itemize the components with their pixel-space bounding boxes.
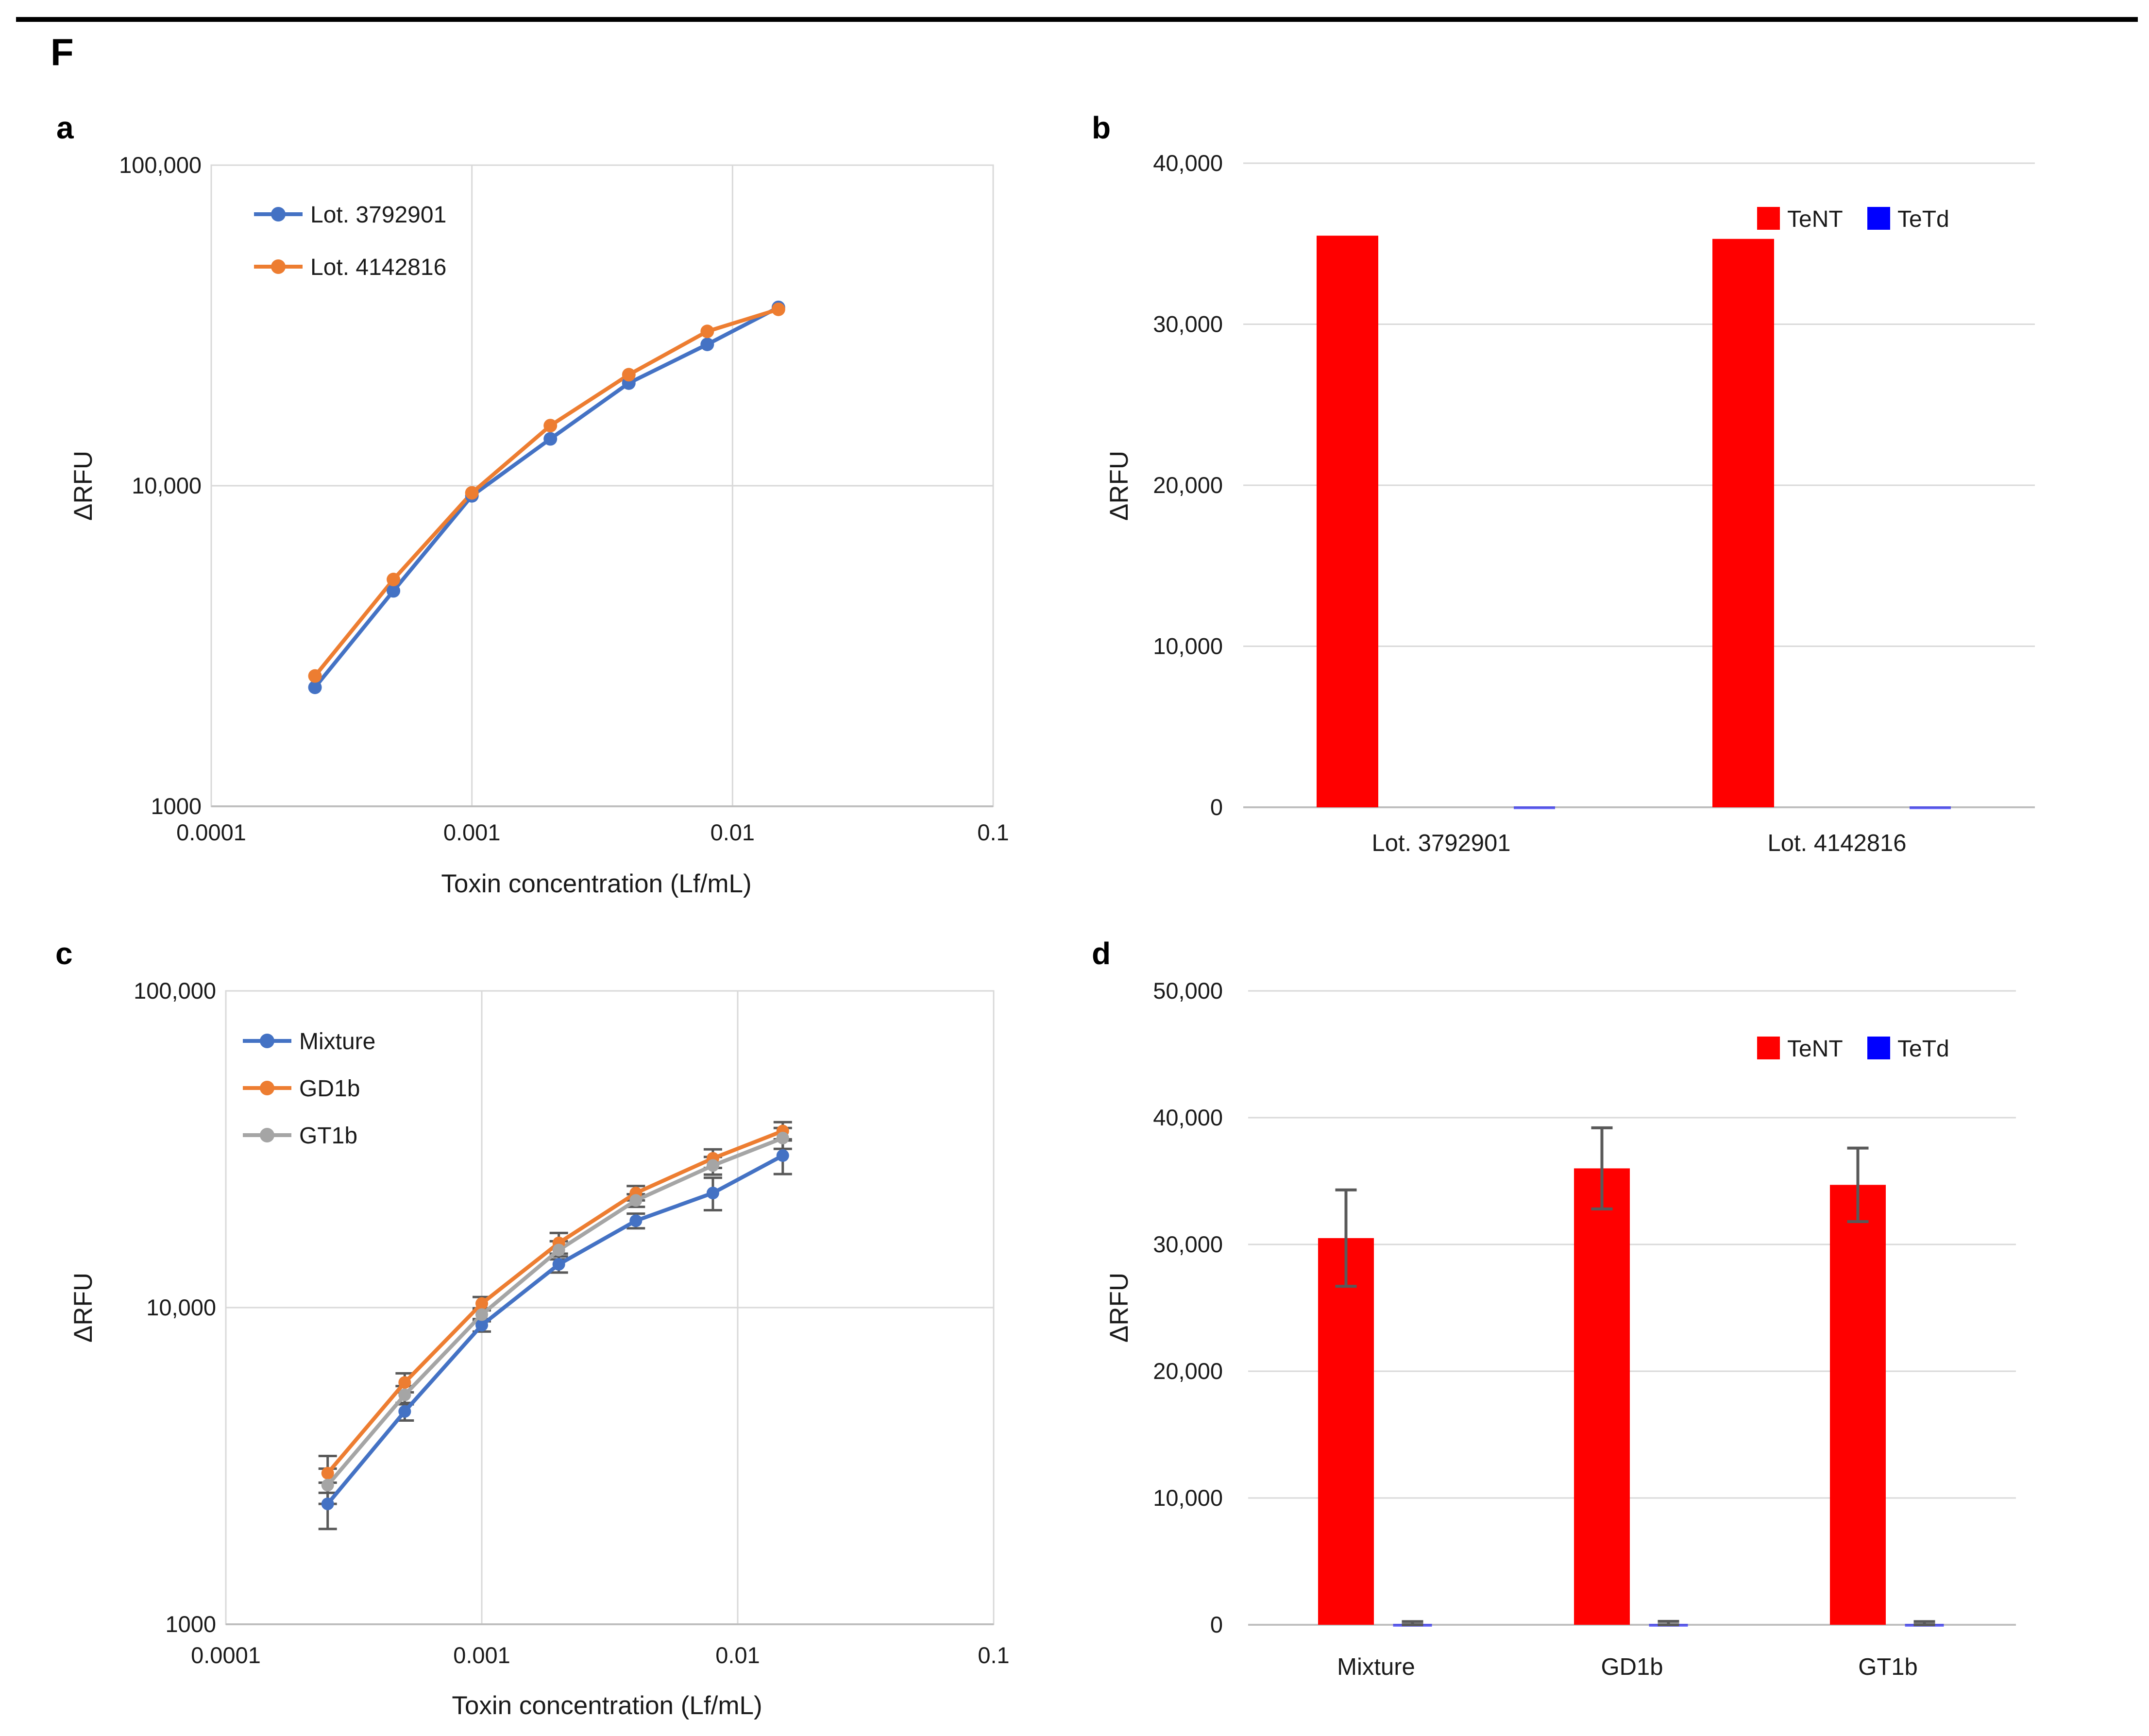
legend-marker-icon [271, 207, 286, 221]
data-point-marker [776, 1131, 789, 1144]
data-point-marker [475, 1297, 488, 1310]
data-point-marker [321, 1479, 334, 1492]
data-point-marker [543, 419, 558, 433]
figure-top-rule [16, 17, 2138, 22]
data-point-marker [308, 681, 322, 695]
legend-marker-icon [271, 259, 286, 274]
data-point-marker [321, 1498, 334, 1511]
legend-label: TeNT [1787, 1036, 1843, 1062]
category-label: GT1b [1858, 1654, 1918, 1680]
data-point-marker [475, 1319, 488, 1332]
y-tick-label: 50,000 [1153, 978, 1223, 1004]
legend-label: Lot. 3792901 [310, 202, 446, 228]
x-tick-label: 0.0001 [176, 819, 246, 845]
figure-label: F [51, 31, 74, 73]
bar-tent [1712, 238, 1774, 808]
bar-tent [1317, 236, 1378, 807]
legend-swatch-icon [1757, 207, 1780, 230]
data-point-marker [776, 1149, 789, 1162]
y-tick-label: 20,000 [1153, 1358, 1223, 1384]
y-tick-label: 0 [1210, 794, 1223, 820]
data-point-marker [387, 584, 401, 598]
legend-swatch-icon [1867, 1037, 1890, 1059]
data-point-marker [387, 573, 401, 587]
data-point-marker [552, 1243, 565, 1257]
legend-label: TeTd [1897, 1036, 1949, 1062]
legend-marker-icon [260, 1034, 274, 1048]
bar-tetd [1910, 806, 1951, 809]
legend-marker-icon [260, 1128, 274, 1142]
bar-tent [1318, 1238, 1374, 1625]
y-tick-label: 1000 [151, 793, 202, 819]
data-point-marker [629, 1214, 643, 1227]
data-point-marker [552, 1258, 565, 1271]
y-tick-label: 40,000 [1153, 1105, 1223, 1130]
x-tick-label: 0.01 [715, 1642, 760, 1668]
panel-a-chart: 0.0001 0.001 0.01 0.1 1000 10,000 100,000 Lot. … [119, 152, 1009, 845]
legend-label: Lot. 4142816 [310, 255, 446, 280]
data-point-marker [465, 486, 479, 500]
category-label: Lot. 4142816 [1767, 830, 1906, 856]
panel-b-chart: 0 10,000 20,000 30,000 40,000 Lot. 3792901 Lot… [1153, 150, 2035, 856]
x-tick-label: 0.0001 [191, 1642, 261, 1668]
y-tick-label: 40,000 [1153, 150, 1223, 176]
y-tick-label: 1000 [165, 1611, 216, 1637]
y-tick-label: 10,000 [132, 473, 202, 498]
bar-tent [1830, 1185, 1886, 1625]
y-tick-label: 100,000 [134, 978, 216, 1004]
data-point-marker [622, 368, 636, 382]
y-tick-label: 0 [1210, 1612, 1223, 1637]
data-point-marker [706, 1187, 719, 1200]
panel-c-chart: 0.0001 0.001 0.01 0.1 1000 10,000 100,000 Mixtu… [134, 978, 1010, 1668]
category-label: Lot. 3792901 [1371, 830, 1510, 856]
data-point-marker [398, 1388, 411, 1401]
legend-swatch-icon [1867, 207, 1890, 230]
data-point-marker [700, 324, 714, 339]
panel-d-chart: 0 10,000 20,000 30,000 40,000 50,000 Mixture GD… [1153, 978, 2016, 1680]
data-point-marker [706, 1159, 719, 1172]
category-label: Mixture [1337, 1654, 1415, 1680]
y-tick-label: 10,000 [146, 1294, 216, 1320]
legend-label: TeNT [1787, 206, 1843, 232]
x-tick-label: 0.01 [711, 819, 755, 845]
y-tick-label: 10,000 [1153, 633, 1223, 659]
panel-b-letter: b [1092, 110, 1111, 145]
bar-tent [1574, 1168, 1630, 1625]
x-tick-label: 0.001 [443, 819, 501, 845]
data-point-marker [321, 1466, 334, 1480]
y-tick-label: 30,000 [1153, 311, 1223, 337]
y-tick-label: 30,000 [1153, 1231, 1223, 1257]
panel-c-x-axis-title: Toxin concentration (Lf/mL) [452, 1691, 762, 1720]
legend-label: GT1b [299, 1123, 357, 1149]
y-tick-label: 100,000 [119, 152, 202, 178]
data-point-marker [308, 669, 322, 683]
data-point-marker [771, 302, 785, 316]
series-line [313, 307, 779, 678]
legend-label: TeTd [1897, 206, 1949, 232]
series-line [313, 306, 779, 689]
x-tick-label: 0.1 [978, 1642, 1009, 1668]
data-point-marker [700, 338, 714, 351]
panel-d-letter: d [1092, 936, 1111, 971]
panel-a-letter: a [56, 110, 74, 145]
panel-c-letter: c [55, 936, 73, 971]
panel-a-x-axis-title: Toxin concentration (Lf/mL) [441, 869, 752, 898]
x-tick-label: 0.001 [453, 1642, 510, 1668]
data-point-marker [543, 432, 558, 446]
legend-label: Mixture [299, 1029, 375, 1055]
y-tick-label: 10,000 [1153, 1485, 1223, 1511]
category-label: GD1b [1601, 1654, 1663, 1680]
data-point-marker [398, 1376, 411, 1389]
legend-swatch-icon [1757, 1037, 1780, 1059]
bar-tetd [1514, 806, 1555, 809]
legend-marker-icon [260, 1081, 274, 1095]
data-point-marker [398, 1405, 411, 1418]
data-point-marker [629, 1194, 643, 1207]
data-point-marker [475, 1308, 488, 1321]
x-tick-label: 0.1 [977, 819, 1009, 845]
legend-label: GD1b [299, 1076, 360, 1102]
series-line [326, 1154, 784, 1505]
y-tick-label: 20,000 [1153, 472, 1223, 498]
